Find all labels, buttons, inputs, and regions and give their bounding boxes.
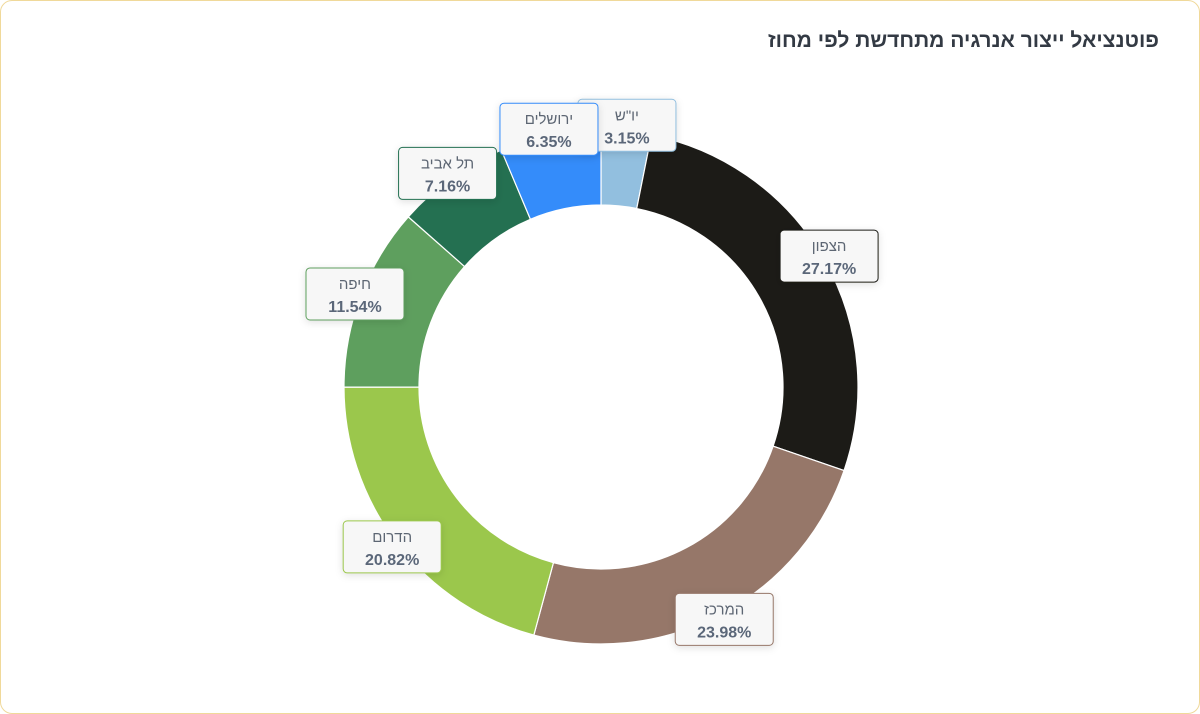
- slice-label-name: הדרום: [372, 529, 412, 546]
- slice-label-box: [342, 520, 442, 574]
- slice-label-box: [499, 102, 599, 156]
- slice-label-1: הצפון 27.17%: [779, 229, 879, 283]
- slice-label-value: 6.35%: [526, 134, 571, 151]
- labels-group: יו"ש 3.15% הצפון 27.17% המרכז 23.98% הדרום 20.8…: [305, 98, 879, 646]
- slice-label-0: יו"ש 3.15%: [577, 98, 677, 152]
- slice-label-name: תל אביב: [421, 155, 474, 172]
- slice-label-2: המרכז 23.98%: [674, 592, 774, 646]
- slice-label-box: [779, 229, 879, 283]
- slice-label-4: חיפה 11.54%: [305, 267, 405, 321]
- slice-label-name: המרכז: [704, 601, 744, 618]
- slice-label-box: [674, 592, 774, 646]
- slice-label-5: תל אביב 7.16%: [398, 146, 498, 200]
- slice-label-value: 20.82%: [365, 552, 419, 569]
- slice-label-name: ירושלים: [525, 111, 573, 128]
- slice-label-value: 7.16%: [425, 178, 470, 195]
- chart-title: פוטנציאל ייצור אנרגיה מתחדשת לפי מחוז: [767, 29, 1159, 52]
- slice-label-name: הצפון: [812, 238, 847, 255]
- slice-label-value: 11.54%: [328, 299, 381, 316]
- slice-1[interactable]: [636, 134, 859, 472]
- slice-label-name: חיפה: [339, 276, 371, 293]
- slice-label-box: [305, 267, 405, 321]
- slice-label-3: הדרום 20.82%: [342, 520, 442, 574]
- slice-label-value: 23.98%: [697, 624, 751, 641]
- slice-label-6: ירושלים 6.35%: [499, 102, 599, 156]
- slice-label-name: יו"ש: [615, 107, 639, 124]
- slice-label-box: [398, 146, 498, 200]
- slice-label-value: 27.17%: [802, 261, 856, 278]
- slice-label-value: 3.15%: [604, 130, 649, 147]
- slice-3[interactable]: [343, 386, 555, 636]
